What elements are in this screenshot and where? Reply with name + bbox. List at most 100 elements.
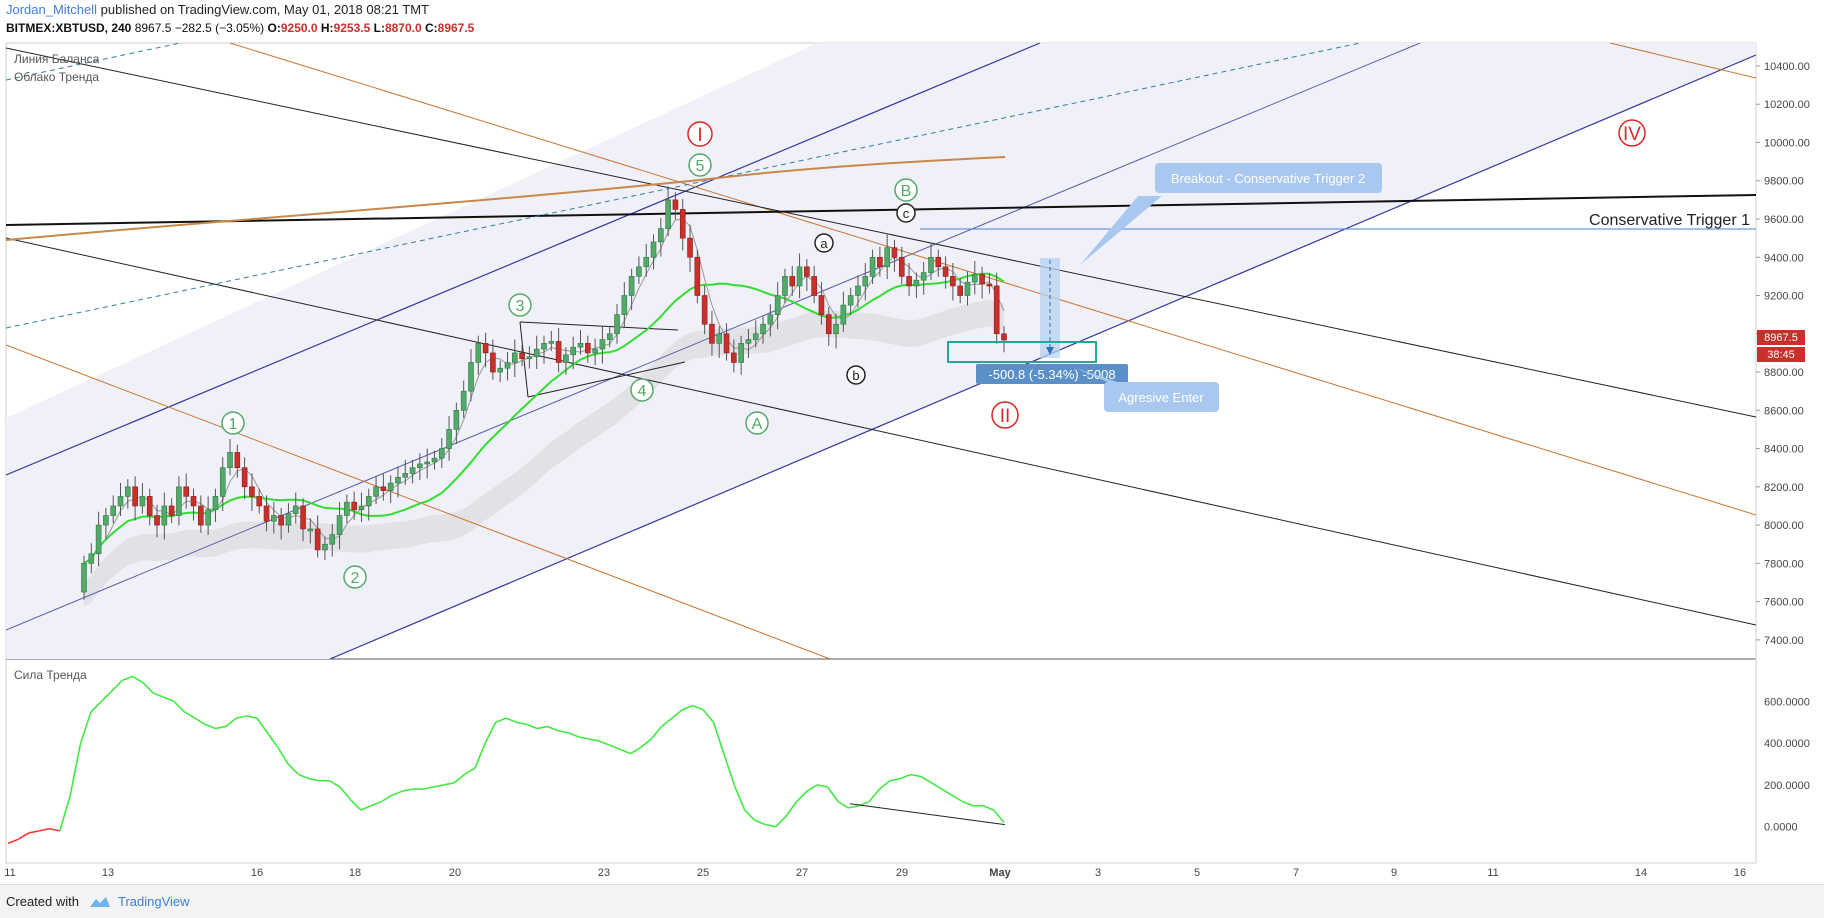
legend-trend-cloud: Облако Тренда [14,70,99,84]
candle [957,278,963,304]
candle [796,253,803,299]
candle [884,234,890,280]
candle [336,502,343,550]
candle [176,476,182,526]
candle [592,338,598,366]
candle [395,466,401,498]
price-tick-label: 9600.00 [1764,214,1804,226]
wave-label-b[interactable]: b [846,365,866,385]
candle [723,323,730,361]
wave-label-II[interactable]: II [991,401,1019,429]
candle [110,495,117,524]
candle [278,507,284,540]
candle [636,256,642,285]
time-tick-label: 5 [1194,867,1200,879]
candle [986,273,993,294]
aggressive-callout-text: Agresive Enter [1118,390,1204,405]
candle [387,475,394,503]
candle [767,304,774,337]
candle [81,555,87,600]
time-tick-label: 18 [349,867,361,879]
candle [709,310,715,356]
svg-text:b: b [852,368,859,383]
time-tick-label: 9 [1391,867,1397,879]
change-value: −282.5 (−3.05%) [174,21,265,35]
candle [88,543,95,574]
wave-label-B[interactable]: B [894,178,918,202]
price-tick-label: 8400.00 [1764,444,1804,456]
black-line-2 [6,237,1756,626]
candle [891,240,898,272]
wave-labels: I II IV 1 2 3 4 5 A B a b c [221,119,1646,589]
candle [563,347,569,375]
chart-svg[interactable]: 10400.0010200.0010000.009800.009600.0094… [0,0,1824,884]
wave-label-4[interactable]: 4 [630,378,654,402]
candle [344,494,350,524]
wave-label-a[interactable]: a [814,233,834,253]
candle [701,285,708,335]
high-label: H: [320,21,334,35]
time-tick-label: 7 [1293,867,1299,879]
candle [541,335,547,364]
candle [417,453,423,480]
wave-label-IV[interactable]: IV [1618,119,1646,147]
candle [847,287,854,316]
open-value: 9250.0 [280,21,318,35]
indicator-pane [7,675,1006,845]
candle [490,339,496,380]
wave-label-c[interactable]: c [896,203,916,223]
candle [628,268,635,311]
wave-label-A[interactable]: A [745,411,769,435]
wave-label-1[interactable]: 1 [221,411,245,435]
author-link[interactable]: Jordan_Mitchell [6,2,98,17]
price-tick-label: 10200.00 [1764,99,1810,111]
triangle-bottom [527,361,686,398]
candle [825,307,832,347]
candle [745,329,752,358]
legend-balance-line: Линия Баланса [14,52,100,66]
candle [183,473,190,509]
candle [431,450,438,470]
candle [738,335,744,375]
candle [533,335,540,369]
candles [81,186,1007,600]
price-tick-label: 7400.00 [1764,635,1804,647]
time-tick-label: 11 [4,867,15,879]
candle [125,479,131,509]
price-tick-label: 8000.00 [1764,520,1804,532]
candle [570,336,577,370]
candle [460,380,467,418]
divergence-line [849,803,1006,826]
wave-label-5[interactable]: 5 [688,153,712,177]
candle [263,495,270,532]
candle [658,218,664,257]
time-tick-label: 14 [1635,867,1647,879]
wave-label-I[interactable]: I [687,121,713,147]
tradingview-link[interactable]: TradingView [118,894,190,909]
candle [168,498,175,524]
close-value: 8967.5 [437,21,475,35]
candle [365,488,372,521]
candle [935,249,942,277]
channel-upper-line [6,43,1041,476]
breakout-callout[interactable] [1155,163,1382,193]
publish-header: Jordan_Mitchell published on TradingView… [6,2,429,17]
entry-zone-box [947,341,1097,363]
wave-label-2[interactable]: 2 [343,565,367,589]
wave-label-3[interactable]: 3 [508,293,532,317]
candle [271,502,277,534]
candle [650,234,657,270]
candle [219,457,226,511]
candle [855,275,861,308]
price-tick-label: 8600.00 [1764,405,1804,417]
orange-curve [6,156,1006,241]
aggressive-callout[interactable] [1104,382,1219,412]
orange-line-3 [1609,43,1756,79]
candle [898,246,905,285]
candle [438,438,445,469]
candle [117,483,124,516]
time-tick-label: 20 [449,867,461,879]
candle [227,439,233,476]
main-pane [6,43,1756,659]
candle [482,332,489,368]
